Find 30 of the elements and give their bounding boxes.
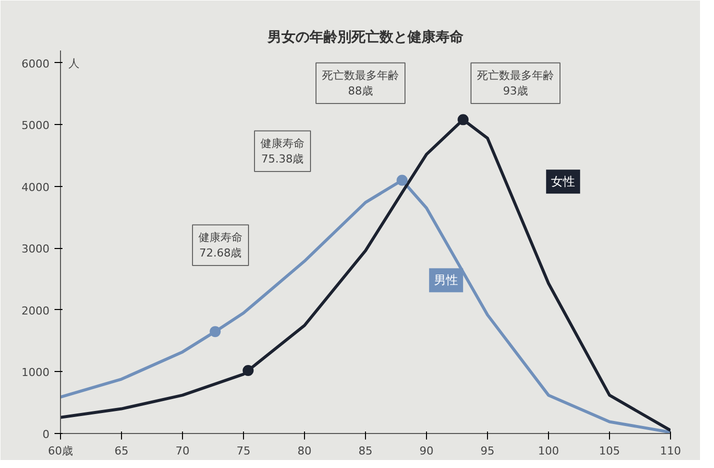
series-label: 男性 bbox=[434, 273, 458, 288]
x-tick-label: 65 bbox=[114, 444, 128, 458]
point bbox=[396, 174, 408, 186]
chart-title: 男女の年齢別死亡数と健康寿命 bbox=[266, 28, 464, 46]
x-tick-label: 95 bbox=[480, 444, 494, 458]
y-tick-label: 5000 bbox=[22, 119, 50, 132]
point bbox=[242, 365, 254, 376]
text: 女性 bbox=[551, 174, 576, 189]
x-tick-label: 100 bbox=[538, 444, 559, 458]
point bbox=[458, 114, 469, 126]
x-tick-label: 110 bbox=[660, 444, 681, 458]
y-tick-label: 0 bbox=[42, 428, 50, 441]
x-tick-label: 75 bbox=[236, 444, 250, 458]
y-tick-label: 2000 bbox=[22, 304, 50, 318]
annotation: 死亡数最多年齢 88歳 bbox=[322, 68, 399, 98]
y-tick-label: 3000 bbox=[22, 242, 50, 256]
annotation: 健康寿命 75.38歳 bbox=[260, 136, 304, 166]
x-tick-label: 70 bbox=[176, 444, 190, 458]
x-tick-label: 85 bbox=[358, 444, 372, 458]
x-tick-label: 60歳 bbox=[48, 444, 73, 458]
y-axis-title: 人 bbox=[68, 56, 80, 70]
x-tick-label: 90 bbox=[420, 444, 434, 458]
point bbox=[210, 326, 221, 338]
y-tick-label: 1000 bbox=[22, 366, 50, 380]
x-tick-label: 80 bbox=[298, 444, 312, 458]
annotation: 死亡数最多年齢 93歳 bbox=[477, 68, 554, 98]
y-tick-label: 6000 bbox=[22, 57, 50, 70]
annotation: 健康寿命 72.68歳 bbox=[198, 230, 242, 260]
y-tick-label: 4000 bbox=[22, 180, 50, 194]
x-tick-label: 105 bbox=[599, 444, 620, 458]
